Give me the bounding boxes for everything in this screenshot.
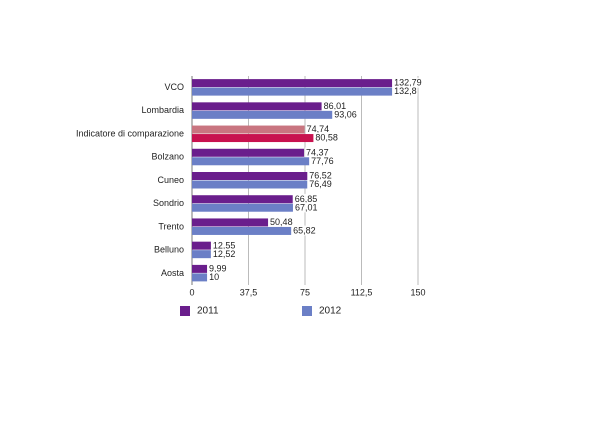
value-label: 65,82 bbox=[293, 226, 316, 236]
legend-swatch bbox=[302, 306, 312, 316]
value-label: 67,01 bbox=[295, 202, 318, 212]
y-tick-label: Sondrio bbox=[153, 198, 184, 208]
y-tick-label: Bolzano bbox=[151, 152, 184, 162]
value-label: 132,79 bbox=[394, 78, 422, 88]
bar bbox=[192, 250, 211, 259]
legend-swatch bbox=[180, 306, 190, 316]
value-label: 9,99 bbox=[209, 264, 227, 274]
y-tick-label: Indicatore di comparazione bbox=[76, 128, 184, 138]
bar bbox=[192, 110, 333, 119]
value-label: 74,37 bbox=[306, 147, 329, 157]
value-label-bg bbox=[333, 109, 358, 120]
value-label-bg bbox=[211, 248, 237, 259]
y-tick-label: Lombardia bbox=[141, 105, 184, 115]
value-label-bg bbox=[393, 77, 423, 88]
bar bbox=[192, 226, 292, 235]
value-label-bg bbox=[308, 170, 333, 181]
bar bbox=[192, 134, 314, 143]
value-label: 50,48 bbox=[270, 217, 293, 227]
value-label: 12,55 bbox=[213, 240, 236, 250]
bar bbox=[192, 203, 293, 212]
y-tick-label: Aosta bbox=[161, 268, 184, 278]
bar bbox=[192, 172, 308, 180]
y-tick-label: Cuneo bbox=[157, 175, 184, 185]
value-label: 77,76 bbox=[311, 156, 334, 166]
bar bbox=[192, 264, 208, 273]
value-label-bg bbox=[305, 124, 331, 135]
value-label-bg bbox=[292, 225, 317, 236]
y-tick-label: Belluno bbox=[154, 245, 184, 255]
x-tick-label: 112,5 bbox=[351, 287, 373, 297]
value-label: 12,52 bbox=[213, 249, 236, 259]
value-label-bg bbox=[293, 202, 319, 213]
value-label: 74,74 bbox=[307, 124, 330, 134]
value-label-bg bbox=[322, 100, 348, 111]
value-label-bg bbox=[293, 193, 319, 204]
bar bbox=[192, 180, 308, 189]
x-tick-label: 150 bbox=[410, 287, 425, 297]
bar bbox=[192, 79, 393, 88]
value-label-bg bbox=[208, 272, 221, 283]
value-label-bg bbox=[393, 86, 418, 97]
x-tick-label: 37,5 bbox=[240, 287, 258, 297]
value-label: 66,85 bbox=[295, 194, 318, 204]
value-label: 93,06 bbox=[334, 109, 357, 119]
value-label-bg bbox=[310, 155, 335, 166]
value-label-bg bbox=[314, 132, 339, 143]
value-label: 80,58 bbox=[315, 133, 338, 143]
bar bbox=[192, 241, 211, 250]
value-label: 76,49 bbox=[309, 179, 332, 189]
bar bbox=[192, 125, 305, 134]
bar bbox=[192, 195, 293, 204]
value-label-bg bbox=[211, 240, 237, 251]
y-tick-label: VCO bbox=[164, 82, 184, 92]
legend-label: 2011 bbox=[197, 306, 219, 317]
y-tick-label: Trento bbox=[158, 221, 184, 231]
value-label-bg bbox=[308, 179, 333, 190]
bar bbox=[192, 148, 305, 157]
x-tick-label: 75 bbox=[300, 287, 310, 297]
legend: 2011 2012 bbox=[180, 306, 342, 317]
bar bbox=[192, 157, 310, 166]
value-label: 132,8 bbox=[394, 86, 417, 96]
value-label: 10 bbox=[209, 272, 219, 282]
bar bbox=[192, 218, 269, 227]
legend-label: 2012 bbox=[319, 306, 342, 317]
bar bbox=[192, 273, 208, 282]
value-label-bg bbox=[305, 147, 330, 158]
bar bbox=[192, 102, 322, 111]
x-tick-label: 0 bbox=[189, 287, 194, 297]
value-label: 76,52 bbox=[309, 171, 332, 181]
value-label-bg bbox=[208, 263, 228, 274]
value-label-bg bbox=[269, 217, 294, 228]
value-label: 86,01 bbox=[324, 101, 347, 111]
bar bbox=[192, 87, 393, 96]
